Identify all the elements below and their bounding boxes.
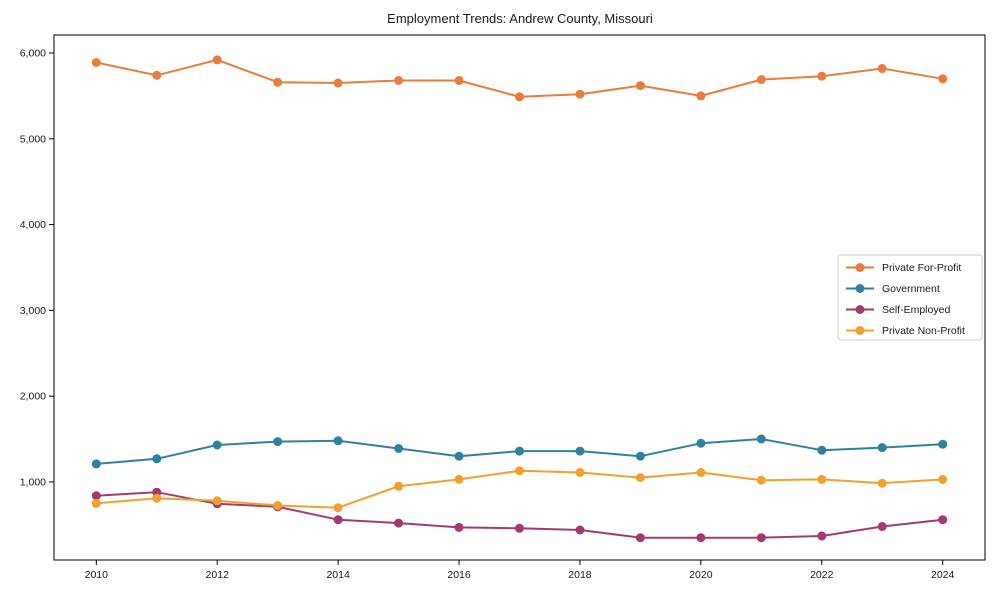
series-marker-private-non-profit xyxy=(273,501,283,510)
x-tick-label: 2022 xyxy=(810,569,834,581)
series-marker-government xyxy=(454,451,464,461)
series-marker-private-non-profit xyxy=(152,493,162,503)
legend-label-government: Government xyxy=(882,283,940,295)
series-marker-self-employed xyxy=(333,515,343,525)
series-marker-government xyxy=(333,436,343,446)
legend-marker-government xyxy=(855,284,865,293)
y-tick-label: 2,000 xyxy=(20,391,46,403)
y-tick-label: 6,000 xyxy=(20,48,46,60)
y-tick-label: 3,000 xyxy=(20,305,46,317)
series-marker-private-non-profit xyxy=(938,474,948,484)
legend-box xyxy=(837,254,983,341)
series-marker-private-for-profit xyxy=(152,70,162,80)
series-marker-government xyxy=(575,446,585,456)
series-marker-private-for-profit xyxy=(394,76,404,85)
series-marker-private-non-profit xyxy=(696,468,706,477)
series-marker-self-employed xyxy=(515,523,524,533)
series-marker-private-for-profit xyxy=(91,58,101,67)
series-marker-self-employed xyxy=(394,518,404,528)
series-marker-private-non-profit xyxy=(756,475,766,485)
series-marker-private-for-profit xyxy=(515,92,524,102)
x-tick-label: 2018 xyxy=(568,569,592,581)
series-marker-self-employed xyxy=(756,533,766,543)
series-marker-government xyxy=(877,443,887,453)
series-marker-private-for-profit xyxy=(938,74,948,84)
series-marker-private-non-profit xyxy=(91,498,101,508)
series-marker-private-non-profit xyxy=(817,474,827,484)
series-marker-government xyxy=(212,440,222,450)
series-marker-government xyxy=(756,434,766,444)
series-marker-private-for-profit xyxy=(877,64,887,73)
x-tick-label: 2010 xyxy=(85,569,109,581)
y-tick-label: 4,000 xyxy=(20,219,46,231)
series-marker-government xyxy=(817,445,827,455)
series-marker-government xyxy=(515,446,524,456)
series-marker-self-employed xyxy=(575,525,585,535)
series-marker-self-employed xyxy=(91,491,101,501)
series-marker-government xyxy=(394,444,404,453)
series-line-private-non-profit xyxy=(96,469,943,509)
legend-marker-private-non-profit xyxy=(855,326,865,335)
series-marker-private-non-profit xyxy=(454,474,464,484)
legend-label-self-employed: Self-Employed xyxy=(882,304,950,316)
plot-frame xyxy=(53,34,986,561)
x-tick-label: 2024 xyxy=(931,569,955,581)
series-marker-private-non-profit xyxy=(877,478,887,488)
series-marker-private-for-profit xyxy=(575,89,585,99)
chart-title: Employment Trends: Andrew County, Missou… xyxy=(387,11,653,26)
series-marker-private-for-profit xyxy=(756,75,766,85)
y-tick-label: 5,000 xyxy=(20,133,46,145)
series-marker-government xyxy=(152,454,162,464)
series-marker-self-employed xyxy=(938,515,948,525)
series-marker-government xyxy=(273,437,283,447)
series-line-private-for-profit xyxy=(96,58,943,98)
series-marker-private-for-profit xyxy=(273,77,283,87)
series-marker-private-non-profit xyxy=(575,468,585,477)
x-tick-label: 2020 xyxy=(689,569,713,581)
series-marker-self-employed xyxy=(877,522,887,531)
series-marker-private-non-profit xyxy=(394,481,404,491)
series-marker-private-for-profit xyxy=(817,71,827,81)
series-marker-government xyxy=(938,439,948,449)
series-marker-self-employed xyxy=(635,533,645,543)
legend-label-private-non-profit: Private Non-Profit xyxy=(882,325,965,337)
series-marker-government xyxy=(91,459,101,469)
series-marker-government xyxy=(635,451,645,461)
series-marker-private-for-profit xyxy=(696,91,706,101)
y-tick-label: 1,000 xyxy=(20,476,46,488)
series-marker-private-non-profit xyxy=(212,496,222,506)
series-marker-private-non-profit xyxy=(333,503,343,513)
legend-marker-private-for-profit xyxy=(855,263,865,272)
x-tick-label: 2016 xyxy=(447,569,471,581)
x-tick-label: 2014 xyxy=(326,569,350,581)
legend-marker-self-employed xyxy=(855,305,865,314)
series-marker-private-for-profit xyxy=(333,78,343,88)
legend-label-private-for-profit: Private For-Profit xyxy=(882,262,961,274)
series-marker-government xyxy=(696,438,706,448)
series-marker-private-for-profit xyxy=(635,81,645,91)
series-marker-self-employed xyxy=(454,522,464,532)
series-marker-self-employed xyxy=(817,531,827,541)
x-tick-label: 2012 xyxy=(206,569,230,581)
series-marker-private-non-profit xyxy=(515,466,524,476)
legend: Private For-Profit Government Self-Employe… xyxy=(837,254,983,341)
plot-area: 1,000 2,000 3,000 4,000 5,000 6,000 2010 2012 20… xyxy=(20,34,986,581)
series-marker-private-for-profit xyxy=(454,76,464,85)
series-marker-self-employed xyxy=(696,533,706,543)
series-marker-private-non-profit xyxy=(635,473,645,483)
series-marker-private-for-profit xyxy=(212,55,222,65)
